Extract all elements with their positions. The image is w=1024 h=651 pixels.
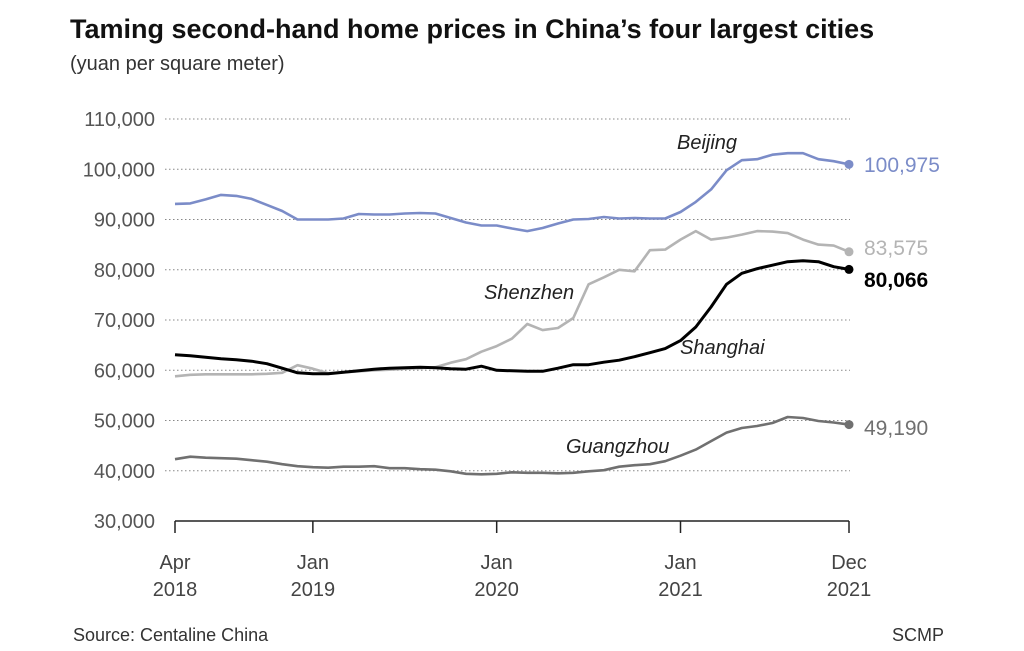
guangzhou-end-point	[844, 420, 854, 430]
x-tick-label: Jan	[664, 552, 696, 574]
beijing-end-point	[844, 159, 854, 169]
y-tick-label: 40,000	[94, 461, 155, 483]
shanghai-series-label: Shanghai	[680, 337, 765, 359]
x-axis: Apr 2018 Jan 2019 Jan 2020 Jan 2021 Dec 2021	[153, 520, 872, 601]
y-tick-label: 80,000	[94, 260, 155, 282]
y-tick-label: 90,000	[94, 210, 155, 232]
shenzhen-end-point	[844, 247, 854, 257]
shenzhen-series-label: Shenzhen	[484, 282, 574, 304]
shanghai-end-value: 80,066	[864, 269, 928, 292]
chart-subtitle: (yuan per square meter)	[70, 53, 285, 75]
x-tick-label: 2021	[658, 579, 703, 601]
guangzhou-line	[174, 415, 850, 476]
guangzhou-series-label: Guangzhou	[566, 436, 669, 458]
y-tick-label: 100,000	[83, 159, 155, 181]
credit: SCMP	[892, 625, 944, 645]
x-tick-label: Apr	[159, 552, 190, 574]
series-labels: Guangzhou 49,190 Shenzhen 83,575 Beijing 100,…	[484, 132, 940, 458]
y-tick-label: 30,000	[94, 511, 155, 533]
beijing-line	[174, 151, 850, 233]
x-tick-label: Dec	[831, 552, 867, 574]
x-tick-label: 2018	[153, 579, 198, 601]
beijing-end-value: 100,975	[864, 154, 940, 177]
source-note: Source: Centaline China	[73, 625, 269, 645]
x-tick-label: 2021	[827, 579, 872, 601]
y-tick-label: 50,000	[94, 411, 155, 433]
shanghai-line	[174, 259, 850, 376]
x-tick-label: 2020	[474, 579, 519, 601]
y-tick-label: 70,000	[94, 310, 155, 332]
x-tick-label: 2019	[291, 579, 336, 601]
beijing-series-label: Beijing	[677, 132, 737, 154]
shanghai-end-point	[844, 264, 854, 274]
y-tick-label: 110,000	[84, 109, 155, 131]
x-tick-label: Jan	[297, 552, 329, 574]
y-axis-ticks: 30,000 40,000 50,000 60,000 70,000 80,000 90,0…	[83, 109, 155, 533]
y-tick-label: 60,000	[94, 360, 155, 382]
guangzhou-end-value: 49,190	[864, 417, 928, 440]
shenzhen-end-value: 83,575	[864, 237, 928, 260]
chart-title: Taming second-hand home prices in China’…	[70, 14, 874, 44]
series-lines	[174, 151, 854, 476]
x-tick-label: Jan	[481, 552, 513, 574]
